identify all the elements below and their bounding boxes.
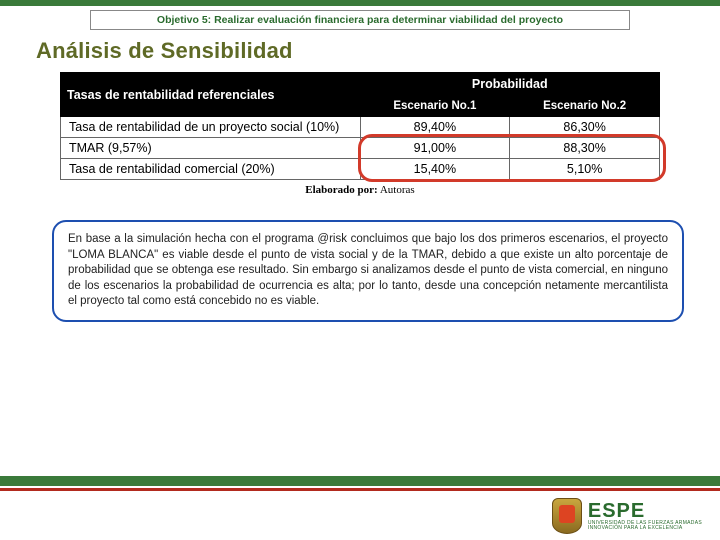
table-row: TMAR (9,57%) 91,00% 88,30% (61, 138, 660, 159)
table-caption: Elaborado por: Autoras (60, 184, 660, 196)
top-green-bar (0, 0, 720, 6)
objective-text: Objetivo 5: Realizar evaluación financie… (157, 14, 563, 26)
value-cell: 5,10% (510, 159, 660, 180)
section-title: Análisis de Sensibilidad (36, 38, 720, 64)
caption-label: Elaborado por: (305, 184, 377, 196)
footer-red-stripe (0, 488, 720, 491)
value-cell: 89,40% (360, 117, 510, 138)
metric-cell: Tasa de rentabilidad comercial (20%) (61, 159, 361, 180)
metric-cell: TMAR (9,57%) (61, 138, 361, 159)
value-cell: 88,30% (510, 138, 660, 159)
value-cell: 15,40% (360, 159, 510, 180)
footer-green-stripe (0, 476, 720, 486)
table-row: Tasa de rentabilidad comercial (20%) 15,… (61, 159, 660, 180)
shield-icon (552, 498, 582, 534)
col-header-probability: Probabilidad (360, 73, 660, 96)
table-row: Tasa de rentabilidad de un proyecto soci… (61, 117, 660, 138)
logo-main: ESPE (588, 501, 702, 521)
espe-logo: ESPE UNIVERSIDAD DE LAS FUERZAS ARMADAS … (552, 498, 702, 534)
rentability-table: Tasas de rentabilidad referenciales Prob… (60, 72, 660, 180)
conclusion-box: En base a la simulación hecha con el pro… (52, 220, 684, 322)
col-header-scenario-2: Escenario No.2 (510, 96, 660, 117)
value-cell: 86,30% (510, 117, 660, 138)
rentability-table-wrap: Tasas de rentabilidad referenciales Prob… (60, 72, 660, 196)
metric-cell: Tasa de rentabilidad de un proyecto soci… (61, 117, 361, 138)
col-header-scenario-1: Escenario No.1 (360, 96, 510, 117)
caption-value: Autoras (378, 184, 415, 196)
col-header-metric: Tasas de rentabilidad referenciales (61, 73, 361, 117)
footer-bar (0, 476, 720, 494)
conclusion-text: En base a la simulación hecha con el pro… (68, 233, 668, 307)
objective-box: Objetivo 5: Realizar evaluación financie… (90, 10, 630, 30)
value-cell: 91,00% (360, 138, 510, 159)
logo-text: ESPE UNIVERSIDAD DE LAS FUERZAS ARMADAS … (588, 501, 702, 531)
logo-sub2: INNOVACIÓN PARA LA EXCELENCIA (588, 526, 702, 531)
